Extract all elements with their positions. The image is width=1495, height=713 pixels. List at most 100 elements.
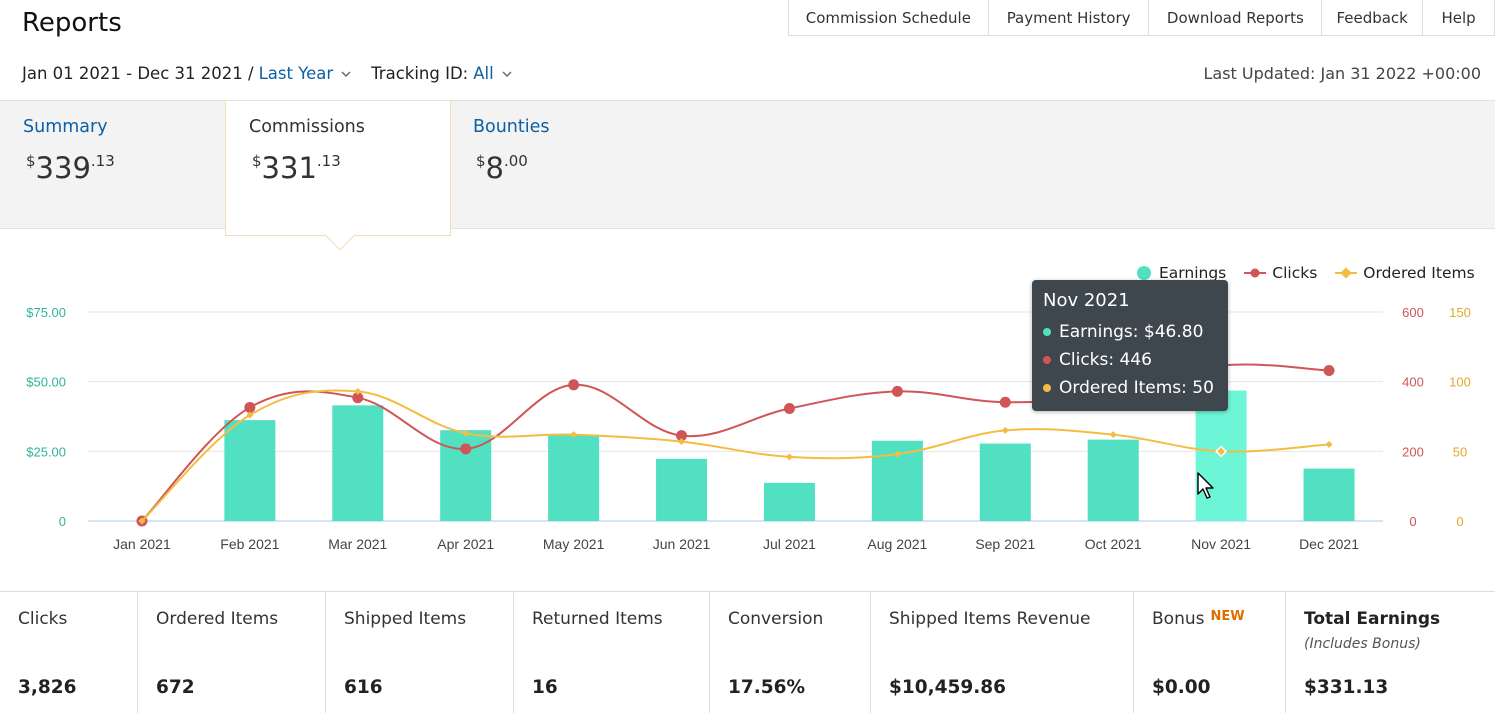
earnings-bar — [656, 458, 708, 521]
x-axis-label: Aug 2021 — [867, 536, 927, 552]
tab-summary-amount: $339.13 — [26, 151, 115, 185]
chart-legend: Earnings Clicks Ordered Items — [1137, 264, 1475, 282]
tab-commissions-label[interactable]: Commissions — [249, 117, 365, 137]
x-axis-label: Jun 2021 — [653, 536, 711, 552]
clicks-point — [568, 379, 580, 391]
ordered-items-point — [1109, 431, 1117, 439]
clicks-legend-marker — [1244, 268, 1267, 278]
ordered-items-point — [246, 411, 254, 419]
earnings-bar — [332, 405, 384, 521]
right-axis-ordered-tick: 50 — [1453, 444, 1467, 459]
x-axis-label: Jan 2021 — [113, 536, 171, 552]
clicks-point — [460, 443, 472, 455]
x-axis-label: Nov 2021 — [1191, 536, 1251, 552]
ordered-items-point — [354, 387, 362, 395]
right-axis-ordered-tick: 100 — [1449, 375, 1471, 390]
ordered-items-point — [462, 429, 470, 437]
left-axis-tick: $75.00 — [26, 305, 66, 320]
earnings-chart[interactable]: 0 0 0 $25.00 200 50 $50.00 400 100 $75.00 600 150 Ja… — [0, 229, 1495, 591]
x-axis-label: Feb 2021 — [220, 536, 279, 552]
ordered-items-point — [785, 453, 793, 461]
stat-bonus: Bonus NEW $0.00 — [1134, 592, 1286, 713]
ordered-legend-marker — [1335, 267, 1358, 279]
clicks-point — [676, 430, 688, 442]
right-axis-clicks-tick: 600 — [1402, 305, 1424, 320]
earnings-legend-marker — [1137, 266, 1151, 280]
ordered-items-line — [141, 389, 1330, 522]
nav-payment-history[interactable]: Payment History — [989, 0, 1150, 36]
stat-shipped-revenue: Shipped Items Revenue $10,459.86 — [871, 592, 1134, 713]
stat-ordered-items: Ordered Items 672 — [138, 592, 326, 713]
clicks-point — [244, 401, 256, 413]
x-axis-label: May 2021 — [543, 536, 605, 552]
legend-clicks[interactable]: Clicks — [1244, 264, 1317, 282]
left-axis-tick: $25.00 — [26, 444, 66, 459]
chart-tooltip: Nov 2021 Earnings: $46.80 Clicks: 446 Or… — [1032, 280, 1228, 411]
right-axis-ordered-tick: 150 — [1449, 305, 1471, 320]
right-axis-clicks-tick: 200 — [1402, 444, 1424, 459]
x-axis-label: Oct 2021 — [1085, 536, 1142, 552]
tab-bounties[interactable]: Bounties $8.00 — [451, 101, 676, 230]
tooltip-title: Nov 2021 — [1043, 290, 1130, 311]
tab-bounties-amount: $8.00 — [476, 151, 528, 185]
date-range: Jan 01 2021 - Dec 31 2021 / — [22, 64, 254, 83]
ordered-items-point — [1215, 445, 1228, 458]
stat-shipped-items: Shipped Items 616 — [326, 592, 514, 713]
nav-help[interactable]: Help — [1423, 0, 1495, 36]
tab-bounties-label[interactable]: Bounties — [473, 117, 550, 137]
x-axis-label: Mar 2021 — [328, 536, 387, 552]
tab-summary-label[interactable]: Summary — [23, 117, 108, 137]
tab-summary[interactable]: Summary $339.13 — [0, 101, 225, 230]
nav-download-reports[interactable]: Download Reports — [1149, 0, 1323, 36]
period-dropdown[interactable]: Last Year — [258, 64, 334, 83]
earnings-bar — [224, 420, 276, 521]
legend-earnings[interactable]: Earnings — [1137, 264, 1226, 282]
ordered-items-point — [1001, 426, 1009, 434]
page-title: Reports — [22, 8, 122, 38]
ordered-items-point — [138, 517, 146, 525]
earnings-bar — [1087, 439, 1139, 521]
x-axis-label: Jul 2021 — [763, 536, 816, 552]
tracking-label: Tracking ID: — [371, 64, 469, 83]
stat-returned-items: Returned Items 16 — [514, 592, 710, 713]
clicks-point — [999, 396, 1011, 408]
clicks-point — [891, 385, 903, 397]
nav-feedback[interactable]: Feedback — [1322, 0, 1424, 36]
stat-clicks: Clicks 3,826 — [0, 592, 138, 713]
last-updated: Last Updated: Jan 31 2022 +00:00 — [1203, 64, 1481, 83]
right-axis-clicks-tick: 400 — [1402, 375, 1424, 390]
earnings-bar — [1303, 468, 1355, 521]
filter-row: Jan 01 2021 - Dec 31 2021 / Last Year Tr… — [22, 64, 532, 83]
x-axis-label: Dec 2021 — [1299, 536, 1359, 552]
tab-commissions-amount: $331.13 — [252, 151, 341, 185]
summary-tabs: Summary $339.13 Commissions $331.13 Boun… — [0, 100, 1495, 251]
x-axis-label: Apr 2021 — [437, 536, 494, 552]
clicks-point — [1323, 365, 1335, 377]
chevron-down-icon[interactable] — [339, 69, 353, 79]
tab-commissions[interactable]: Commissions $331.13 — [225, 101, 451, 251]
clicks-point — [783, 402, 795, 414]
nav-commission-schedule[interactable]: Commission Schedule — [789, 0, 989, 36]
tracking-dropdown[interactable]: All — [473, 64, 494, 83]
ordered-items-point — [893, 450, 901, 458]
earnings-bar — [979, 443, 1031, 521]
legend-ordered-items[interactable]: Ordered Items — [1335, 264, 1475, 282]
earnings-bar — [548, 434, 600, 521]
chart-area: 0 0 0 $25.00 200 50 $50.00 400 100 $75.00 600 150 Ja… — [0, 229, 1495, 591]
clicks-point — [352, 392, 364, 404]
ordered-items-point — [1325, 440, 1333, 448]
ordered-items-point — [678, 438, 686, 446]
total-earnings-note: (Includes Bonus) — [1304, 636, 1421, 652]
stats-row: Clicks 3,826 Ordered Items 672 Shipped I… — [0, 591, 1495, 713]
chevron-down-icon[interactable] — [500, 69, 514, 79]
new-badge: NEW — [1210, 609, 1245, 624]
right-axis-clicks-tick: 0 — [1409, 514, 1416, 529]
stat-conversion: Conversion 17.56% — [710, 592, 871, 713]
tooltip-ordered-items: Ordered Items: 50 — [1043, 374, 1217, 402]
ordered-items-point — [570, 431, 578, 439]
left-axis-tick: 0 — [59, 514, 66, 529]
top-nav: Commission Schedule Payment History Down… — [788, 0, 1495, 36]
left-axis-tick: $50.00 — [26, 375, 66, 390]
mouse-cursor-icon — [1197, 472, 1214, 499]
tooltip-earnings: Earnings: $46.80 — [1043, 318, 1217, 346]
